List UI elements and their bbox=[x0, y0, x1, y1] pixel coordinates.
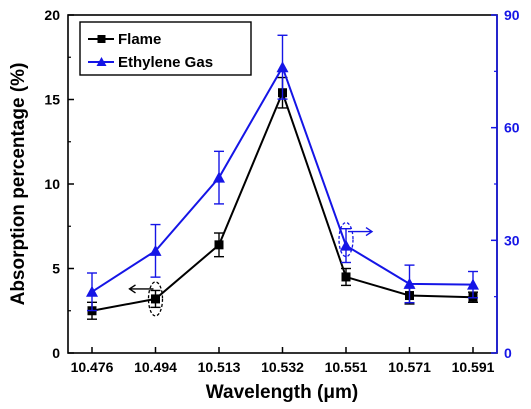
annotations bbox=[128, 221, 374, 317]
legend-box bbox=[79, 21, 252, 76]
x-tick-label: 10.513 bbox=[198, 359, 241, 375]
left-axis-arrow-head bbox=[128, 284, 136, 294]
series-line bbox=[91, 89, 474, 312]
x-tick-label: 10.476 bbox=[71, 359, 114, 375]
y-axis-title: Absorption percentage (%) bbox=[8, 63, 29, 306]
x-axis-title-prefix: Wavelength ( bbox=[206, 382, 324, 403]
y2-tick-label: 60 bbox=[504, 120, 520, 136]
y2-tick-label: 0 bbox=[504, 345, 512, 361]
data-point bbox=[149, 244, 162, 256]
series-ethylene-gas bbox=[86, 34, 479, 312]
data-point bbox=[214, 240, 224, 250]
legend: Flame Ethylene Gas bbox=[79, 21, 252, 76]
legend-flame-label: Flame bbox=[118, 31, 161, 48]
x-axis: 10.476 10.494 10.513 10.532 10.551 10.571 10.5… bbox=[71, 347, 495, 375]
data-point bbox=[403, 277, 416, 289]
data-point bbox=[151, 294, 160, 304]
series-layer bbox=[86, 34, 479, 320]
data-point bbox=[340, 239, 352, 251]
y2-axis: 0 30 60 90 bbox=[491, 7, 520, 361]
x-tick-label: 10.551 bbox=[325, 359, 368, 375]
legend-ethylene-marker bbox=[96, 57, 107, 66]
x-tick-label: 10.494 bbox=[134, 359, 177, 375]
data-point bbox=[341, 272, 351, 282]
y-tick-label: 0 bbox=[52, 345, 60, 361]
x-tick-label: 10.571 bbox=[388, 359, 431, 375]
data-point bbox=[276, 61, 289, 73]
x-axis-title-unit: μm bbox=[323, 382, 352, 403]
legend-ethylene-label: Ethylene Gas bbox=[118, 54, 213, 71]
y-tick-label: 10 bbox=[44, 176, 60, 192]
x-axis-title-suffix: ) bbox=[352, 382, 358, 403]
data-point bbox=[467, 278, 479, 290]
series-flame bbox=[87, 76, 478, 320]
y2-tick-label: 90 bbox=[504, 7, 520, 23]
x-tick-label: 10.591 bbox=[452, 359, 495, 375]
data-point bbox=[213, 171, 225, 183]
right-axis-arrow-head bbox=[365, 227, 374, 237]
left-axis-indicator-ellipse bbox=[147, 281, 164, 317]
x-axis-title: Wavelength (μm) bbox=[206, 382, 358, 403]
y2-tick-label: 30 bbox=[504, 232, 520, 248]
y-tick-label: 20 bbox=[44, 7, 60, 23]
y-axis: 0 5 10 15 20 bbox=[44, 7, 74, 361]
x-tick-label: 10.532 bbox=[261, 359, 304, 375]
y-tick-label: 15 bbox=[44, 92, 60, 108]
data-point bbox=[86, 285, 98, 297]
legend-flame-marker bbox=[97, 35, 106, 43]
y-tick-label: 5 bbox=[52, 261, 60, 277]
